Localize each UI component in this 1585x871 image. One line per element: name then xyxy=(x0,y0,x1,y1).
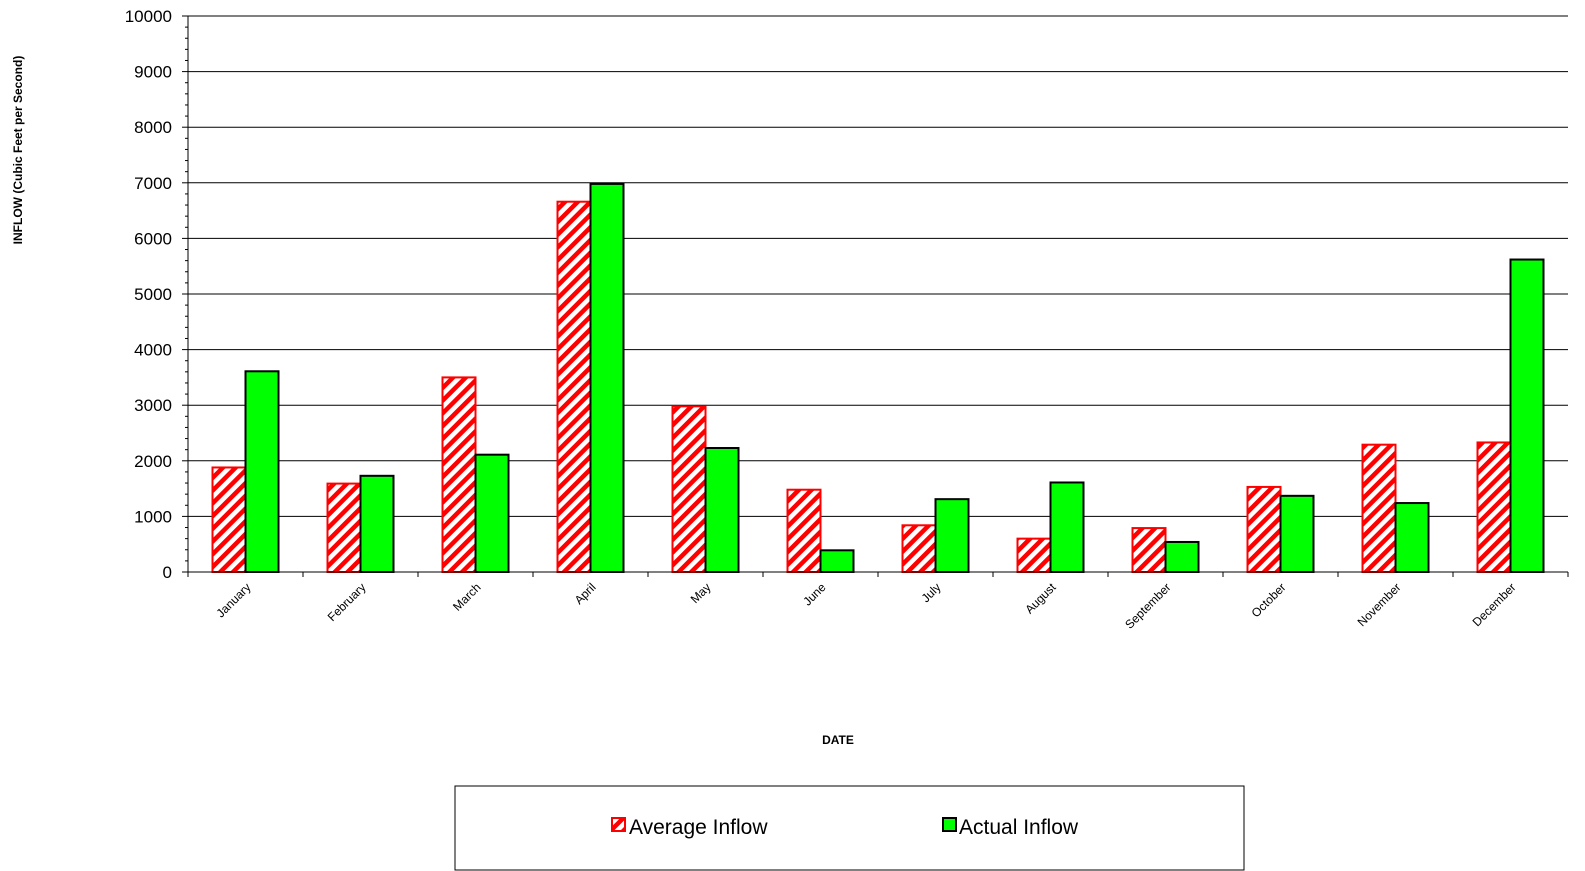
bars xyxy=(211,182,1545,574)
bar-actual-inflow-october xyxy=(1279,494,1315,573)
bar-average-inflow-february xyxy=(326,482,362,574)
x-tick-label: September xyxy=(1122,580,1173,631)
bar-average-inflow-january xyxy=(211,466,247,573)
legend-label-actual-inflow: Actual Inflow xyxy=(959,816,1079,839)
legend: Average Inflow Actual Inflow xyxy=(454,785,1245,871)
x-tick-label: May xyxy=(688,580,714,606)
y-tick-label: 8000 xyxy=(134,118,172,137)
bar-actual-inflow-june xyxy=(819,549,855,573)
bar-average-inflow-december xyxy=(1476,441,1512,573)
x-tick-label: October xyxy=(1249,580,1289,620)
y-tick-label: 5000 xyxy=(134,285,172,304)
y-axis-title: INFLOW (Cubic Feet per Second) xyxy=(11,56,25,245)
bar-actual-inflow-july xyxy=(934,498,970,573)
x-axis-title: DATE xyxy=(822,733,854,747)
bar-actual-inflow-may xyxy=(704,447,740,573)
y-tick-label: 6000 xyxy=(134,229,172,248)
y-tick-label: 2000 xyxy=(134,452,172,471)
bar-average-inflow-april xyxy=(556,200,592,573)
y-tick-label: 3000 xyxy=(134,396,172,415)
x-tick-label: December xyxy=(1470,580,1519,629)
y-axis: 0 1000 2000 3000 4000 5000 6000 7000 8000 9000 100… xyxy=(125,7,189,582)
x-tick-label: January xyxy=(214,580,254,620)
bar-actual-inflow-november xyxy=(1394,502,1430,573)
x-tick-label: February xyxy=(325,580,369,624)
bar-actual-inflow-december xyxy=(1509,258,1545,573)
bar-average-inflow-october xyxy=(1246,485,1282,574)
bar-actual-inflow-april xyxy=(589,182,625,574)
y-tick-label: 0 xyxy=(163,563,172,582)
x-tick-label: August xyxy=(1022,580,1059,617)
x-tick-label: November xyxy=(1355,580,1404,629)
bar-actual-inflow-august xyxy=(1049,481,1085,574)
y-tick-label: 7000 xyxy=(134,174,172,193)
bar-average-inflow-november xyxy=(1361,443,1397,573)
x-tick-label: June xyxy=(800,580,829,609)
bar-average-inflow-june xyxy=(786,488,822,574)
x-tick-label: July xyxy=(919,580,944,605)
x-tick-label: April xyxy=(572,580,599,607)
legend-label-average-inflow: Average Inflow xyxy=(629,816,768,839)
bar-actual-inflow-march xyxy=(474,453,510,573)
gridlines xyxy=(188,15,1568,517)
y-tick-label: 1000 xyxy=(134,507,172,526)
y-tick-label: 9000 xyxy=(134,63,172,82)
x-axis: January February March April May June July Augu… xyxy=(187,571,1569,632)
bar-average-inflow-july xyxy=(901,524,937,574)
y-tick-label: 4000 xyxy=(134,341,172,360)
bar-actual-inflow-february xyxy=(359,474,395,574)
legend-swatch-actual-inflow xyxy=(942,817,957,832)
bar-actual-inflow-january xyxy=(244,370,280,573)
x-tick-label: March xyxy=(450,580,483,613)
y-tick-label: 10000 xyxy=(125,7,172,26)
bar-average-inflow-august xyxy=(1016,537,1052,574)
legend-box xyxy=(454,785,1245,871)
bar-average-inflow-march xyxy=(441,376,477,573)
bar-actual-inflow-september xyxy=(1164,540,1200,574)
bar-average-inflow-september xyxy=(1131,527,1167,573)
legend-swatch-average-inflow xyxy=(611,817,626,832)
bar-average-inflow-may xyxy=(671,405,707,574)
